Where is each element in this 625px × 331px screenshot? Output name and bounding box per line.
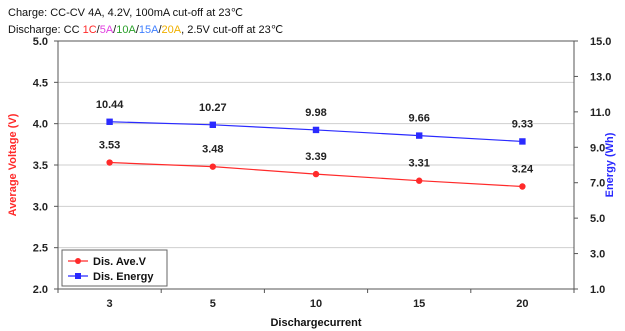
discharge-rate-list: 1C/5A/10A/15A/20A	[83, 24, 182, 36]
data-point-voltage	[209, 163, 216, 170]
data-label-voltage: 3.53	[99, 140, 120, 152]
left-axis-tick-label: 4.0	[33, 119, 48, 131]
data-point-energy	[416, 132, 423, 139]
data-point-energy	[209, 121, 216, 128]
x-axis-title: Dischargecurrent	[270, 317, 361, 329]
discharge-prefix: Discharge: CC	[8, 24, 83, 36]
rate-separator: /	[96, 24, 100, 36]
data-point-voltage	[519, 183, 526, 190]
data-point-voltage	[312, 170, 320, 178]
data-point-voltage	[416, 177, 423, 184]
left-axis-tick-label: 4.5	[33, 77, 48, 89]
right-axis-tick-label: 5.0	[590, 213, 605, 225]
right-axis-tick-label: 15.0	[590, 36, 611, 48]
data-point-energy	[312, 126, 320, 134]
rate-separator: /	[158, 24, 162, 36]
data-label-energy: 9.98	[305, 107, 326, 119]
left-axis-title: Average Voltage (V)	[7, 113, 19, 216]
left-axis-tick-label: 5.0	[33, 36, 48, 48]
rate-separator: /	[113, 24, 117, 36]
x-axis-tick-label: 10	[310, 298, 322, 310]
right-axis-title: Energy (Wh)	[604, 132, 616, 197]
discharge-conditions: Discharge: CC 1C/5A/10A/15A/20A, 2.5V cu…	[8, 23, 283, 36]
right-axis-tick-label: 11.0	[590, 107, 611, 119]
legend-marker	[75, 273, 81, 279]
right-axis-tick-label: 3.0	[590, 249, 605, 261]
legend-label: Dis. Energy	[93, 271, 154, 283]
right-axis-tick-label: 13.0	[590, 71, 611, 83]
x-axis-tick-label: 3	[107, 298, 113, 310]
legend-label: Dis. Ave.V	[93, 256, 147, 268]
rate-separator: /	[135, 24, 139, 36]
data-label-energy: 9.66	[408, 113, 429, 125]
discharge-suffix: , 2.5V cut-off at 23℃	[181, 24, 284, 36]
data-label-energy: 9.33	[512, 118, 533, 130]
right-axis-tick-label: 1.0	[590, 284, 605, 296]
data-label-energy: 10.44	[96, 99, 124, 111]
discharge-rate-1c: 1C	[82, 24, 97, 36]
data-label-energy: 10.27	[199, 102, 227, 114]
discharge-rate-20a: 20A	[161, 24, 182, 36]
data-label-voltage: 3.24	[512, 163, 534, 175]
data-point-energy	[106, 118, 113, 125]
legend-box	[61, 249, 168, 287]
right-axis-tick-label: 7.0	[590, 178, 605, 190]
discharge-rate-15a: 15A	[138, 24, 159, 36]
left-axis-tick-label: 3.0	[33, 201, 48, 213]
left-axis-tick-label: 3.5	[33, 160, 48, 172]
data-label-voltage: 3.31	[408, 158, 429, 170]
data-label-voltage: 3.48	[202, 144, 223, 156]
left-axis-tick-label: 2.0	[33, 284, 48, 296]
legend-marker	[75, 258, 81, 264]
x-axis-tick-label: 20	[516, 298, 528, 310]
charge-conditions-text: Charge: CC-CV 4A, 4.2V, 100mA cut-off at…	[8, 7, 243, 19]
data-point-energy	[519, 138, 526, 145]
x-axis-tick-label: 5	[210, 298, 216, 310]
discharge-rate-5a: 5A	[99, 24, 114, 36]
data-label-voltage: 3.39	[305, 151, 326, 163]
x-axis-tick-label: 15	[413, 298, 425, 310]
left-axis-tick-label: 2.5	[33, 243, 48, 255]
right-axis-tick-label: 9.0	[590, 142, 605, 154]
discharge-rate-10a: 10A	[116, 24, 136, 36]
data-point-voltage	[106, 159, 113, 166]
charge-conditions: Charge: CC-CV 4A, 4.2V, 100mA cut-off at…	[8, 6, 243, 19]
